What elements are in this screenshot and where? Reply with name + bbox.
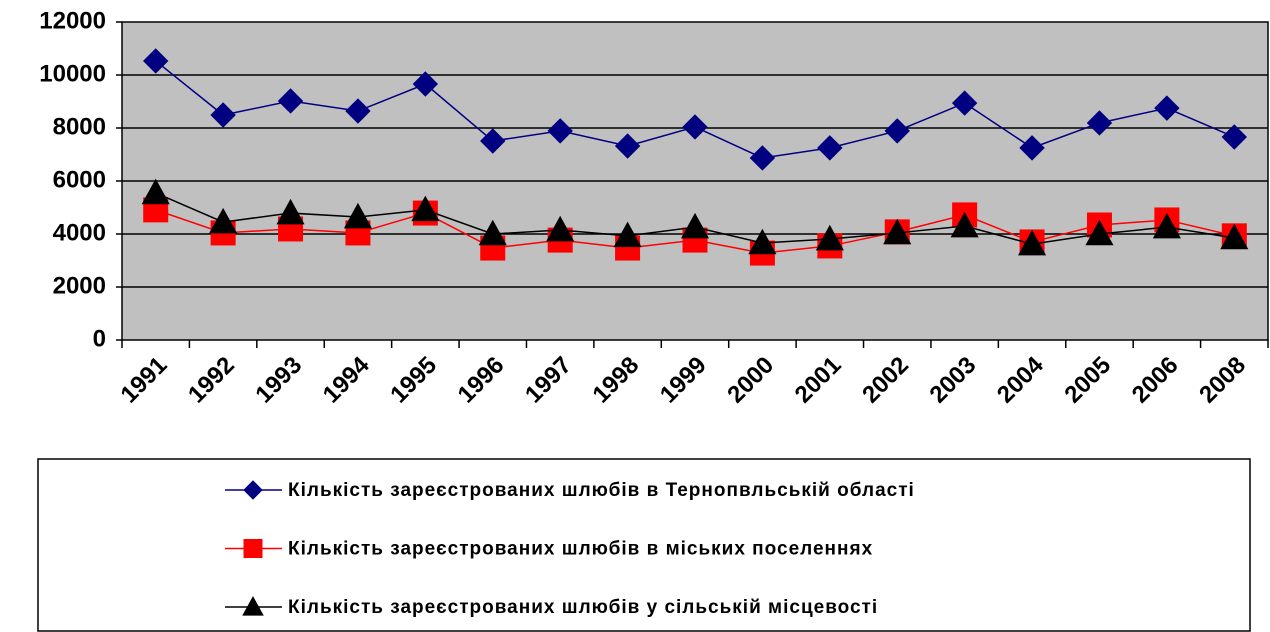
x-tick-label: 1992 [183,352,240,409]
marker [242,596,264,616]
x-tick-label: 1993 [250,352,307,409]
marker [480,128,506,154]
marker [210,102,236,128]
y-tick-label: 0 [93,325,106,352]
x-tick-label: 1996 [453,352,510,409]
x-tick-label: 1998 [587,352,644,409]
marker [142,48,169,74]
marker [817,135,843,161]
marker [1086,110,1113,136]
marker [1154,95,1180,121]
x-tick-label: 2000 [722,352,779,409]
marker [141,178,170,205]
x-tick-label: 2006 [1127,352,1184,409]
marker [1152,212,1181,239]
x-tick-label: 1991 [116,352,173,409]
marker [884,118,910,144]
marker [950,211,979,238]
legend-box [37,458,1251,632]
marker [1019,135,1045,161]
marker [883,218,912,245]
x-tick-label: 1997 [520,352,577,409]
marker [547,118,573,144]
marker [1018,229,1047,256]
marker [546,215,575,242]
marker [749,145,776,171]
x-tick-label: 1999 [655,352,712,409]
marker [243,480,263,500]
x-tick-label: 2008 [1194,352,1251,409]
y-tick-label: 10000 [39,60,106,87]
marker [680,212,710,239]
marker [613,221,642,248]
marker [1221,124,1248,150]
marker [748,228,777,255]
marker [277,88,304,114]
legend-label: Кількість зареєстрованих шлюбів у сільсь… [288,597,878,618]
marker [614,133,641,159]
x-tick-label: 2001 [790,352,847,409]
marker [1220,223,1249,250]
x-tick-label: 2004 [992,351,1049,408]
y-tick-label: 12000 [39,7,106,34]
legend-label: Кількість зареєстрованих шлюбів в міськи… [288,539,873,560]
marker [951,90,978,116]
y-tick-label: 2000 [53,272,106,299]
x-tick-label: 2005 [1059,352,1116,409]
legend-label: Кількість зареєстрованих шлюбів в Терноп… [288,480,915,501]
marker [411,195,440,222]
marker [343,202,372,229]
y-tick-label: 6000 [53,166,106,193]
x-tick-label: 1995 [385,352,442,409]
x-tick-label: 2003 [925,352,982,409]
marker [209,207,238,234]
y-tick-label: 4000 [53,219,106,246]
marker [815,224,844,251]
marker [345,98,371,124]
marker [243,539,263,558]
marker [276,198,305,225]
x-tick-label: 1994 [318,351,375,408]
marker [1085,219,1114,246]
marker [412,71,439,97]
marker [478,219,507,246]
marker [682,114,708,140]
y-tick-label: 8000 [53,113,106,140]
x-tick-label: 2002 [857,352,914,409]
